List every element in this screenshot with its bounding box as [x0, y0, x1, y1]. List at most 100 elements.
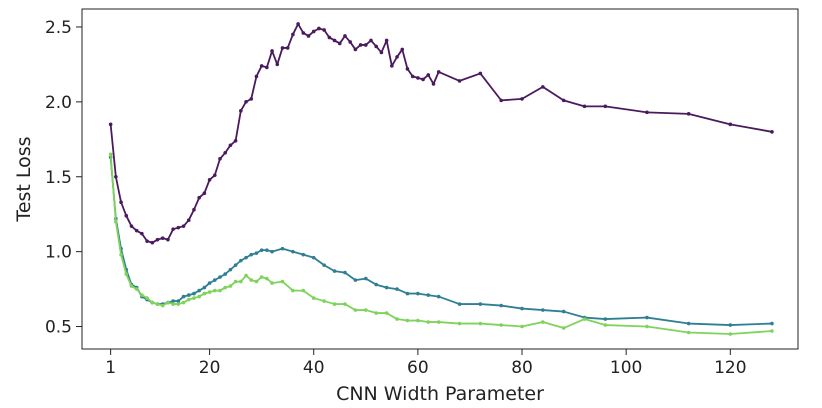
data-point	[254, 251, 259, 255]
data-point	[364, 308, 368, 312]
data-point	[150, 300, 155, 305]
data-point	[176, 225, 181, 230]
data-point	[150, 240, 155, 245]
data-point	[311, 296, 316, 300]
data-point	[166, 237, 170, 242]
data-point	[207, 281, 212, 285]
data-point	[270, 49, 274, 53]
data-point	[301, 252, 306, 257]
data-point	[317, 26, 321, 31]
data-point	[322, 28, 326, 32]
data-point	[332, 302, 337, 306]
data-point	[405, 318, 410, 323]
data-point	[166, 300, 170, 305]
data-point	[301, 288, 306, 293]
data-point	[561, 309, 566, 314]
data-point	[343, 34, 347, 38]
data-point	[181, 300, 186, 305]
y-tick-label: 1.5	[45, 168, 72, 188]
data-point	[181, 294, 186, 299]
data-point	[332, 269, 337, 273]
data-point	[129, 224, 134, 228]
data-point	[114, 174, 118, 179]
data-point	[280, 279, 285, 284]
data-point	[108, 152, 113, 157]
data-point	[265, 65, 269, 70]
data-point	[280, 246, 285, 251]
data-point	[582, 104, 587, 109]
data-point	[436, 320, 441, 324]
data-point	[603, 104, 608, 109]
data-point	[233, 279, 238, 284]
data-point	[223, 285, 227, 290]
data-point	[561, 98, 566, 103]
data-point	[171, 299, 175, 303]
data-point	[337, 41, 342, 46]
data-point	[197, 195, 201, 200]
data-point	[322, 263, 326, 267]
data-point	[384, 285, 389, 290]
data-point	[421, 77, 425, 82]
data-point	[541, 85, 545, 89]
data-point	[254, 74, 259, 79]
data-point	[374, 282, 379, 287]
series-line	[109, 23, 773, 244]
data-point	[645, 315, 649, 320]
x-tick-label: 20	[199, 358, 221, 378]
data-point	[124, 272, 129, 276]
data-point	[369, 38, 373, 43]
data-point	[160, 303, 165, 308]
data-point	[114, 219, 118, 224]
data-point	[249, 278, 254, 282]
series-1	[108, 22, 774, 245]
data-point	[353, 278, 358, 282]
data-point	[541, 308, 545, 312]
data-point	[416, 291, 420, 296]
data-point	[155, 302, 160, 306]
data-point	[291, 249, 295, 254]
data-point	[181, 224, 186, 228]
x-tick-label: 80	[511, 358, 533, 378]
x-tick-label: 100	[610, 358, 642, 378]
data-point	[395, 55, 399, 59]
data-point	[155, 237, 160, 242]
data-point	[410, 74, 415, 79]
data-point	[228, 284, 233, 288]
data-point	[426, 320, 431, 324]
data-point	[686, 112, 691, 116]
data-point	[270, 281, 274, 285]
data-point	[374, 311, 379, 315]
data-point	[171, 302, 175, 306]
data-point	[223, 150, 227, 155]
data-point	[212, 278, 217, 282]
data-point	[160, 236, 165, 240]
data-point	[426, 293, 431, 297]
data-point	[233, 263, 238, 267]
data-point	[239, 279, 243, 284]
y-tick-label: 2.5	[45, 18, 72, 38]
data-point	[119, 200, 123, 205]
data-point	[645, 110, 649, 115]
data-point	[202, 285, 207, 290]
data-point	[686, 321, 691, 326]
data-point	[145, 296, 149, 300]
data-point	[499, 323, 503, 327]
data-point	[416, 318, 420, 323]
data-point	[390, 64, 394, 68]
data-point	[364, 276, 368, 281]
data-point	[499, 303, 503, 308]
data-point	[218, 288, 222, 293]
data-point	[322, 299, 326, 303]
data-point	[561, 326, 566, 330]
x-axis: 1 20 40 60 80 100 120	[105, 349, 747, 378]
data-point	[285, 46, 290, 50]
data-point	[140, 293, 144, 297]
data-point	[384, 311, 389, 315]
data-point	[384, 38, 389, 43]
data-point	[520, 306, 524, 311]
series-3	[108, 152, 774, 336]
data-point	[119, 252, 123, 257]
data-point	[202, 191, 207, 196]
data-point	[254, 279, 259, 284]
